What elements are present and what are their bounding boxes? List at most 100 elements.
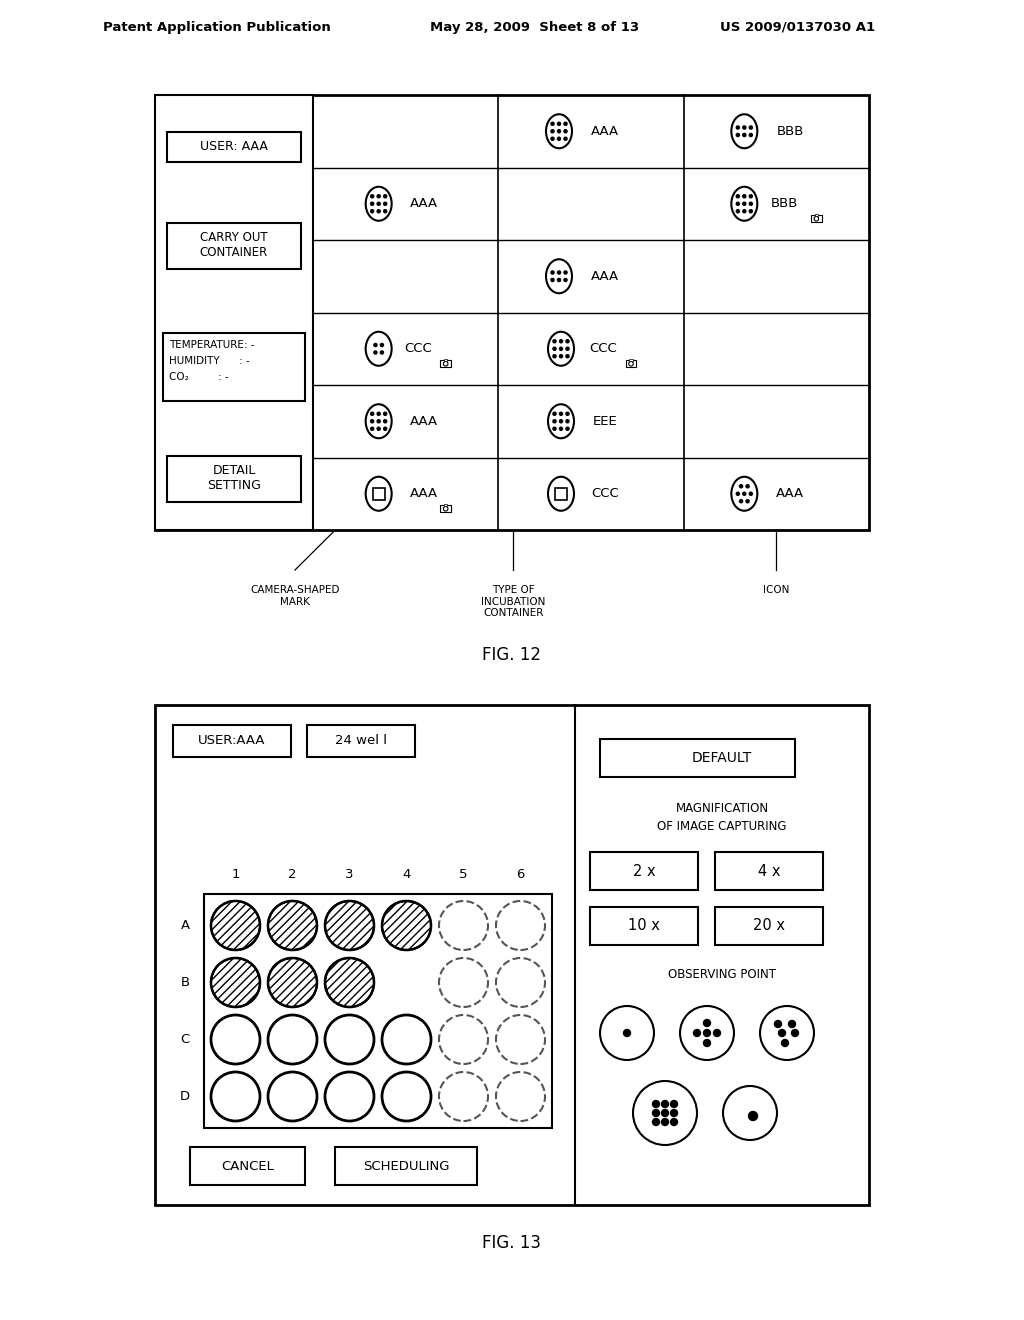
- Circle shape: [739, 484, 742, 488]
- Text: 20 x: 20 x: [753, 919, 785, 933]
- Text: 6: 6: [516, 869, 524, 882]
- Circle shape: [553, 339, 556, 343]
- Ellipse shape: [366, 331, 391, 366]
- Text: DEFAULT: DEFAULT: [692, 751, 752, 766]
- Circle shape: [380, 351, 383, 354]
- Text: SCHEDULING: SCHEDULING: [362, 1159, 450, 1172]
- Circle shape: [384, 412, 387, 416]
- Circle shape: [742, 133, 745, 136]
- Ellipse shape: [366, 404, 391, 438]
- Circle shape: [671, 1118, 678, 1126]
- Circle shape: [211, 1072, 260, 1121]
- Ellipse shape: [731, 186, 758, 220]
- Text: D: D: [180, 1090, 190, 1104]
- Circle shape: [382, 1015, 431, 1064]
- Bar: [204, 894, 552, 1129]
- Text: 1: 1: [231, 869, 240, 882]
- Circle shape: [559, 355, 562, 358]
- Bar: [173, 725, 291, 756]
- Circle shape: [551, 123, 554, 125]
- Text: A: A: [180, 919, 189, 932]
- Circle shape: [750, 210, 753, 213]
- Text: B: B: [180, 975, 189, 989]
- Text: 2 x: 2 x: [633, 863, 655, 879]
- Circle shape: [633, 1081, 697, 1144]
- Text: CCC: CCC: [589, 342, 616, 355]
- Circle shape: [703, 1040, 711, 1047]
- Circle shape: [384, 195, 387, 198]
- Circle shape: [377, 195, 380, 198]
- Circle shape: [553, 412, 556, 416]
- Bar: [163, 333, 305, 401]
- Ellipse shape: [366, 477, 391, 511]
- Circle shape: [652, 1110, 659, 1117]
- Ellipse shape: [366, 186, 391, 220]
- Text: EEE: EEE: [593, 414, 617, 428]
- Circle shape: [496, 902, 545, 950]
- Ellipse shape: [731, 115, 758, 148]
- Text: 10 x: 10 x: [628, 919, 659, 933]
- Circle shape: [564, 137, 567, 140]
- Circle shape: [662, 1101, 669, 1107]
- Circle shape: [551, 279, 554, 281]
- Bar: [440, 360, 451, 367]
- Circle shape: [553, 347, 556, 350]
- Circle shape: [551, 271, 554, 275]
- Circle shape: [371, 412, 374, 416]
- Text: TYPE OF
INCUBATION
CONTAINER: TYPE OF INCUBATION CONTAINER: [481, 585, 546, 618]
- Circle shape: [553, 420, 556, 422]
- Ellipse shape: [548, 404, 574, 438]
- Ellipse shape: [548, 477, 574, 511]
- Circle shape: [559, 412, 562, 416]
- Bar: [155, 95, 313, 531]
- Circle shape: [671, 1101, 678, 1107]
- Circle shape: [566, 339, 569, 343]
- Text: HUMIDITY      : -: HUMIDITY : -: [169, 356, 250, 366]
- Bar: [155, 95, 869, 531]
- Circle shape: [600, 1006, 654, 1060]
- Text: 4 x: 4 x: [758, 863, 780, 879]
- Circle shape: [750, 195, 753, 198]
- Circle shape: [746, 484, 750, 488]
- Circle shape: [742, 202, 745, 206]
- Circle shape: [371, 202, 374, 206]
- Text: DETAIL
SETTING: DETAIL SETTING: [207, 465, 261, 492]
- Circle shape: [211, 902, 260, 950]
- Circle shape: [439, 1015, 488, 1064]
- Ellipse shape: [546, 115, 572, 148]
- Circle shape: [559, 347, 562, 350]
- Ellipse shape: [546, 259, 572, 293]
- Circle shape: [652, 1118, 659, 1126]
- Bar: [811, 215, 821, 222]
- Bar: [167, 132, 301, 162]
- Circle shape: [557, 271, 560, 275]
- Circle shape: [380, 343, 383, 347]
- Circle shape: [564, 271, 567, 275]
- Bar: [440, 506, 451, 512]
- Circle shape: [736, 210, 739, 213]
- Text: AAA: AAA: [591, 269, 620, 282]
- Circle shape: [703, 1030, 711, 1036]
- Circle shape: [268, 902, 317, 950]
- Bar: [443, 359, 447, 360]
- Circle shape: [439, 1072, 488, 1121]
- Text: AAA: AAA: [591, 125, 620, 137]
- Circle shape: [559, 420, 562, 422]
- Text: MAGNIFICATION
OF IMAGE CAPTURING: MAGNIFICATION OF IMAGE CAPTURING: [657, 801, 786, 833]
- Circle shape: [742, 492, 745, 495]
- Circle shape: [566, 420, 569, 422]
- Circle shape: [662, 1110, 669, 1117]
- Bar: [373, 488, 385, 499]
- Circle shape: [382, 902, 431, 950]
- Bar: [443, 504, 447, 506]
- Circle shape: [750, 492, 753, 495]
- Circle shape: [736, 202, 739, 206]
- Bar: [600, 739, 795, 777]
- Circle shape: [377, 412, 380, 416]
- Text: OBSERVING POINT: OBSERVING POINT: [668, 969, 776, 982]
- Text: BBB: BBB: [771, 197, 798, 210]
- Circle shape: [566, 347, 569, 350]
- Bar: [155, 705, 869, 1205]
- Text: CCC: CCC: [591, 487, 618, 500]
- Text: FIG. 12: FIG. 12: [482, 645, 542, 664]
